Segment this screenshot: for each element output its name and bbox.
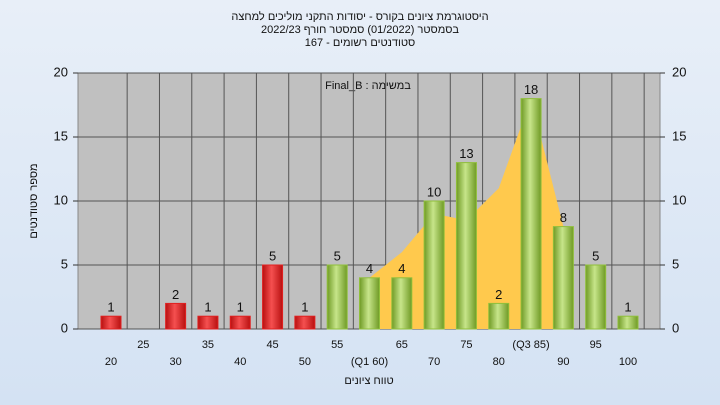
x-tick-label: 25: [137, 339, 149, 351]
value-label: 1: [624, 300, 631, 315]
x-tick-label: 20: [105, 356, 117, 368]
value-label: 5: [592, 248, 599, 263]
x-tick-label: 90: [557, 356, 569, 368]
y-tick-label: 0: [61, 320, 68, 335]
bar: [294, 315, 316, 330]
value-label: 4: [366, 261, 373, 276]
value-label: 1: [237, 300, 244, 315]
x-tick-label: 75: [460, 339, 472, 351]
y2-tick-label: 10: [672, 192, 686, 207]
bar: [100, 315, 122, 330]
bar: [359, 277, 380, 330]
bar: [552, 226, 574, 330]
value-label: 1: [107, 300, 114, 315]
y-tick-label: 20: [54, 64, 68, 79]
x-tick-label: 55: [331, 339, 343, 351]
y2-tick-label: 5: [672, 256, 679, 271]
bar: [262, 264, 284, 330]
value-label: 5: [269, 248, 276, 263]
x-tick-label: 95: [590, 339, 602, 351]
value-label: 4: [398, 261, 405, 276]
x-tick-label: 50: [299, 356, 311, 368]
y2-tick-label: 20: [672, 64, 686, 79]
chart-title: היסטוגרמת ציונים בקורס - יסודות התקני מו…: [231, 10, 488, 23]
x-tick-label: 40: [234, 356, 246, 368]
value-label: 13: [459, 146, 473, 161]
chart-subtitle: בסמסטר (01/2022) סמסטר חורף 2022/23: [261, 24, 459, 36]
bar: [617, 315, 639, 330]
y-tick-label: 10: [54, 192, 68, 207]
value-label: 1: [204, 300, 211, 315]
value-label: 5: [334, 248, 341, 263]
x-tick-label: 35: [202, 339, 214, 351]
y2-tick-label: 15: [672, 128, 686, 143]
y-axis-label: מספר סטודנטים: [28, 163, 40, 238]
value-label: 2: [495, 287, 502, 302]
x-tick-label: 70: [428, 356, 440, 368]
y-tick-label: 5: [61, 256, 68, 271]
value-label: 1: [301, 300, 308, 315]
x-tick-label: 80: [493, 356, 505, 368]
x-tick-label: (Q3 85): [512, 339, 549, 351]
value-label: 8: [560, 210, 567, 225]
bar: [423, 200, 445, 330]
bar: [455, 162, 477, 330]
bar: [165, 302, 187, 330]
bar: [229, 315, 251, 330]
bar: [197, 315, 219, 330]
bar: [585, 264, 607, 330]
value-label: 2: [172, 287, 179, 302]
chart-subtitle: סטודנטים רשומים - 167: [305, 37, 416, 49]
x-tick-label: (Q1 60): [351, 356, 388, 368]
value-label: 10: [427, 184, 441, 199]
annotation: Final_B : במשימה: [325, 80, 411, 92]
area: [369, 98, 564, 329]
y-tick-label: 15: [54, 128, 68, 143]
x-axis-label: טווח ציונים: [344, 375, 393, 387]
x-tick-label: 30: [170, 356, 182, 368]
x-tick-label: 45: [266, 339, 278, 351]
bar: [520, 98, 542, 330]
x-tick-label: 65: [396, 339, 408, 351]
bar: [326, 264, 348, 330]
value-label: 18: [524, 82, 538, 97]
bar: [488, 302, 510, 330]
y2-tick-label: 0: [672, 320, 679, 335]
x-tick-label: 100: [619, 356, 637, 368]
bar: [391, 277, 413, 330]
